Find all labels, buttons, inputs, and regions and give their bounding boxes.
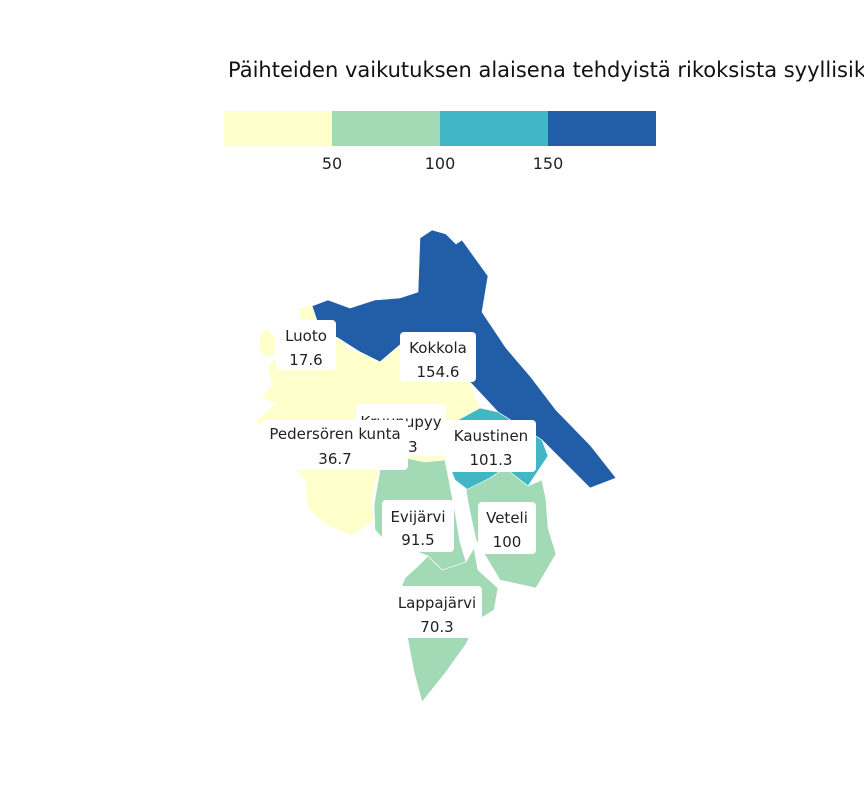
label-kokkola: Kokkola 154.6 xyxy=(400,332,476,382)
legend-bin-4 xyxy=(548,111,656,146)
legend-tick-3: 150 xyxy=(533,154,564,173)
label-luoto-name: Luoto xyxy=(285,327,327,345)
legend-tick-2: 100 xyxy=(425,154,456,173)
label-lappajarvi-value: 70.3 xyxy=(420,618,453,636)
color-legend: 50 100 150 xyxy=(224,111,656,173)
label-veteli-name: Veteli xyxy=(486,509,528,527)
label-evijarvi: Evijärvi 91.5 xyxy=(382,500,454,552)
legend-tick-1: 50 xyxy=(322,154,342,173)
label-evijarvi-name: Evijärvi xyxy=(390,508,445,526)
label-kaustinen-value: 101.3 xyxy=(470,451,513,469)
legend-bin-3 xyxy=(440,111,548,146)
label-luoto: Luoto 17.6 xyxy=(276,320,336,370)
map-title: Päihteiden vaikutuksen alaisena tehdyist… xyxy=(228,58,864,82)
legend-bin-1 xyxy=(224,111,332,146)
label-pedersoren-kunta-name: Pedersören kunta xyxy=(269,425,400,443)
label-kaustinen-name: Kaustinen xyxy=(454,427,528,445)
label-lappajarvi: Lappajärvi 70.3 xyxy=(392,586,482,638)
label-veteli-value: 100 xyxy=(493,533,522,551)
label-kokkola-value: 154.6 xyxy=(417,363,460,381)
label-pedersoren-kunta: Pedersören kunta 36.7 xyxy=(262,420,408,470)
label-veteli: Veteli 100 xyxy=(478,502,536,554)
region-luoto-island[interactable] xyxy=(258,327,277,359)
label-evijarvi-value: 91.5 xyxy=(401,531,434,549)
region-labels: Luoto 17.6 Kokkola 154.6 Kruunupyy 18.3 … xyxy=(262,320,536,638)
label-luoto-value: 17.6 xyxy=(289,351,322,369)
label-pedersoren-kunta-value: 36.7 xyxy=(318,450,351,468)
legend-bin-2 xyxy=(332,111,440,146)
label-kaustinen: Kaustinen 101.3 xyxy=(446,420,536,472)
label-kokkola-name: Kokkola xyxy=(409,339,467,357)
label-lappajarvi-name: Lappajärvi xyxy=(398,594,476,612)
